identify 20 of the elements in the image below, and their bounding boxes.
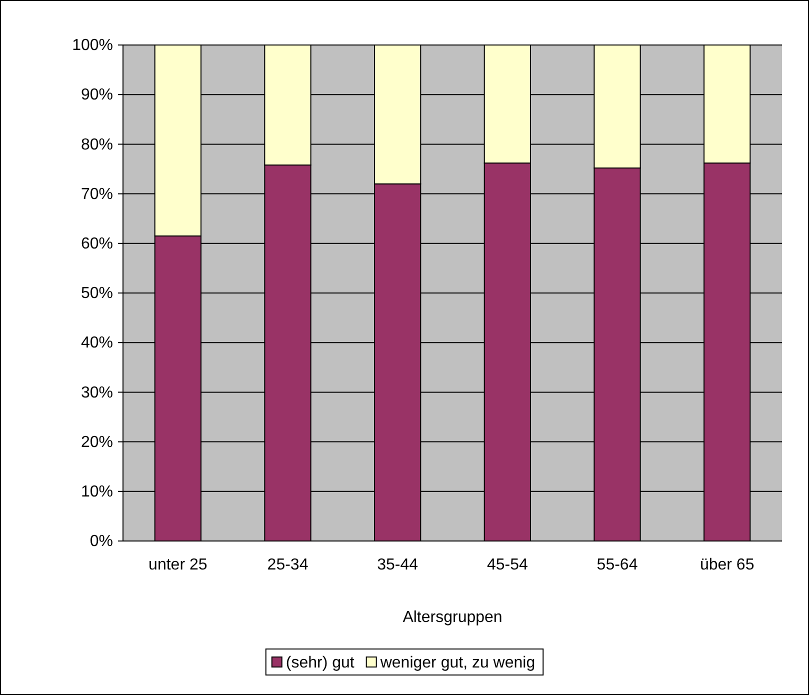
y-tick-label: 40% — [80, 334, 113, 352]
y-tick-label: 50% — [80, 285, 113, 302]
x-tick-label: unter 25 — [148, 556, 208, 574]
x-axis-title: Altersgruppen — [402, 609, 502, 626]
legend-label: (sehr) gut — [286, 654, 355, 672]
y-tick-label: 30% — [80, 384, 113, 402]
y-tick-label: 0% — [90, 533, 113, 550]
y-tick-label: 100% — [72, 37, 113, 54]
x-tick-label: 25-34 — [267, 556, 308, 574]
x-tick-label: 55-64 — [596, 556, 638, 574]
y-tick-label: 20% — [80, 434, 113, 451]
x-tick-label: über 65 — [700, 556, 754, 574]
y-tick-label: 70% — [80, 186, 113, 203]
y-tick-label: 90% — [80, 86, 113, 104]
x-tick-label: 35-44 — [377, 556, 418, 574]
y-tick-label: 60% — [80, 236, 113, 253]
y-tick-label: 10% — [80, 484, 113, 501]
y-tick-label: 80% — [80, 136, 113, 154]
x-tick-label: 45-54 — [486, 556, 528, 574]
legend-label: weniger gut, zu wenig — [379, 654, 536, 672]
